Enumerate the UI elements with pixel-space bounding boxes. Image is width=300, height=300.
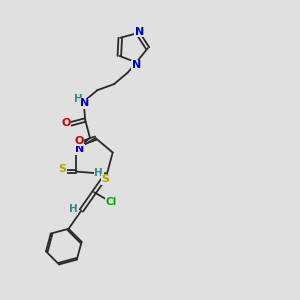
Text: N: N bbox=[135, 27, 144, 37]
Text: N: N bbox=[132, 60, 141, 70]
Text: N: N bbox=[80, 98, 90, 108]
Text: N: N bbox=[75, 144, 85, 154]
Text: H: H bbox=[74, 94, 82, 104]
Text: H: H bbox=[94, 167, 103, 178]
Text: S: S bbox=[58, 164, 66, 174]
Text: H: H bbox=[69, 204, 77, 214]
Text: Cl: Cl bbox=[106, 197, 117, 207]
Text: O: O bbox=[74, 136, 83, 146]
Text: S: S bbox=[101, 174, 110, 184]
Text: O: O bbox=[61, 118, 70, 128]
